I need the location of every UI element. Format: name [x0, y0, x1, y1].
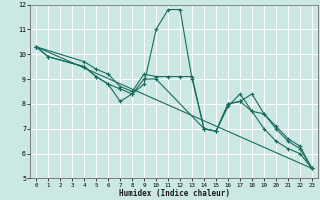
X-axis label: Humidex (Indice chaleur): Humidex (Indice chaleur) — [119, 189, 229, 198]
